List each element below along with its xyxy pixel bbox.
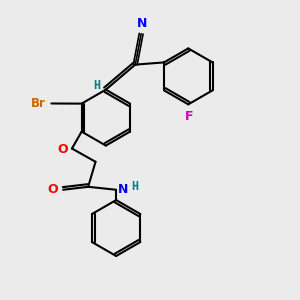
Text: H: H bbox=[131, 180, 139, 193]
Text: F: F bbox=[184, 110, 193, 123]
Text: N: N bbox=[136, 17, 147, 30]
Text: H: H bbox=[93, 79, 100, 92]
Text: Br: Br bbox=[31, 97, 46, 110]
Text: N: N bbox=[118, 183, 128, 196]
Text: O: O bbox=[58, 143, 68, 157]
Text: O: O bbox=[47, 183, 58, 196]
